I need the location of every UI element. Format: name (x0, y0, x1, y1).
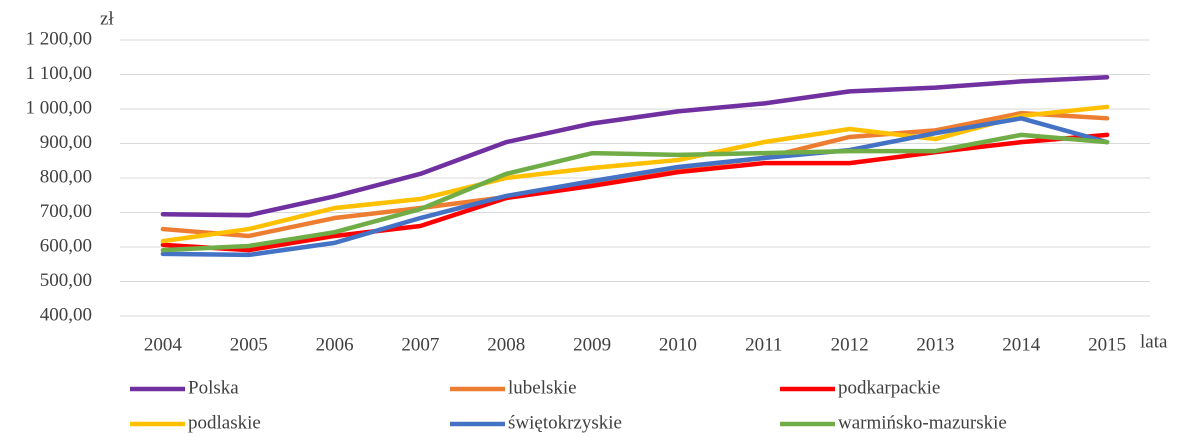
x-tick-label: 2005 (230, 334, 268, 355)
line-series (160, 132, 1110, 253)
x-tick-label: 2013 (916, 334, 954, 355)
x-tick-label: 2011 (745, 334, 782, 355)
x-tick-label: 2012 (831, 334, 869, 355)
legend-label: Polska (188, 377, 239, 398)
legend-label: lubelskie (508, 377, 577, 398)
y-tick-label: 1 000,00 (26, 97, 93, 118)
y-tick-label: 700,00 (40, 201, 92, 222)
y-tick-label: 1 100,00 (26, 63, 93, 84)
y-tick-label: 400,00 (40, 304, 92, 325)
y-tick-label: 800,00 (40, 166, 92, 187)
y-tick-label: 500,00 (40, 270, 92, 291)
x-tick-label: 2010 (659, 334, 697, 355)
legend-label: świętokrzyskie (508, 412, 622, 433)
x-axis-label: lata (1140, 331, 1168, 352)
legend-label: podlaskie (188, 412, 261, 433)
x-tick-label: 2015 (1088, 334, 1126, 355)
legend-label: podkarpackie (838, 377, 940, 398)
x-tick-label: 2009 (573, 334, 611, 355)
x-tick-label: 2004 (144, 334, 183, 355)
y-axis-label: zł (100, 8, 114, 29)
line-series (160, 116, 1110, 258)
line-series (160, 110, 1110, 239)
x-tick-label: 2007 (401, 334, 439, 355)
x-tick-label: 2006 (316, 334, 354, 355)
legend-label: warmińsko-mazurskie (838, 412, 1007, 433)
x-tick-label: 2008 (487, 334, 525, 355)
line-series (160, 75, 1110, 218)
y-tick-label: 900,00 (40, 132, 92, 153)
line-series (160, 104, 1110, 244)
x-tick-label: 2014 (1002, 334, 1041, 355)
y-tick-label: 1 200,00 (26, 28, 93, 49)
y-tick-label: 600,00 (40, 235, 92, 256)
